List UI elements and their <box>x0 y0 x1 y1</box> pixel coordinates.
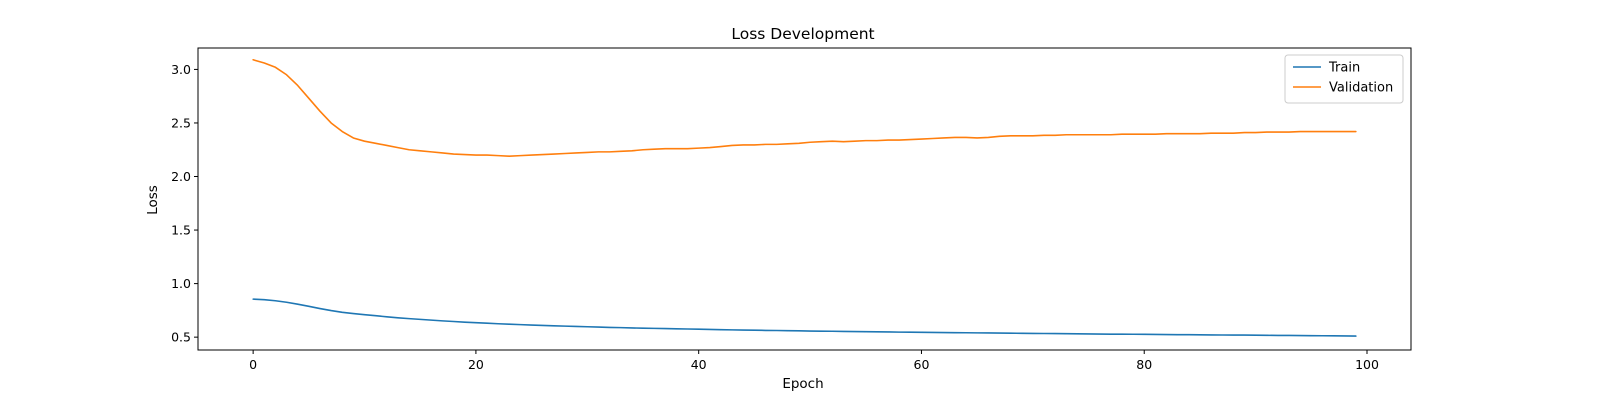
x-tick-label: 100 <box>1355 357 1379 372</box>
x-tick-label: 20 <box>468 357 484 372</box>
legend-label-validation: Validation <box>1329 81 1393 96</box>
y-tick-label: 1.5 <box>171 223 191 238</box>
x-axis: 0 20 40 60 80 100 <box>249 350 1379 372</box>
y-tick-label: 0.5 <box>171 330 191 345</box>
legend: Train Validation <box>1284 54 1404 104</box>
x-tick-label: 40 <box>691 357 707 372</box>
y-tick-label: 2.5 <box>171 115 191 130</box>
chart-title: Loss Development <box>731 25 874 43</box>
legend-label-train: Train <box>1328 61 1360 76</box>
series-line-validation <box>252 58 1357 157</box>
y-axis: 0.5 1.0 1.5 2.0 2.5 3.0 <box>171 62 198 345</box>
y-axis-label: Loss <box>145 185 161 215</box>
plot-frame <box>197 47 1412 351</box>
x-tick-label: 80 <box>1136 357 1152 372</box>
x-tick-label: 0 <box>249 357 257 372</box>
series-line-train <box>252 298 1357 337</box>
x-axis-label: Epoch <box>782 376 823 392</box>
y-tick-label: 2.0 <box>171 169 191 184</box>
x-tick-label: 60 <box>914 357 930 372</box>
y-tick-label: 1.0 <box>171 276 191 291</box>
y-tick-label: 3.0 <box>171 62 191 77</box>
plot-area <box>252 58 1357 337</box>
